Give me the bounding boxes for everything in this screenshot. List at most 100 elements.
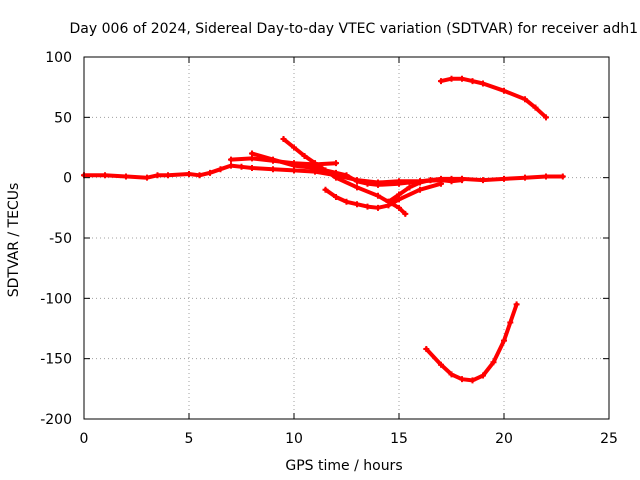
data-point [354, 178, 360, 185]
x-tick-label: 25 [600, 431, 618, 447]
data-point [291, 162, 297, 169]
data-point [469, 78, 476, 85]
data-point [322, 186, 329, 193]
data-point [228, 156, 234, 163]
series-line [323, 181, 443, 210]
data-point [280, 136, 287, 143]
series-line [82, 163, 565, 185]
data-point [438, 361, 444, 368]
series-line [424, 302, 519, 383]
x-axis-label: GPS time / hours [285, 458, 402, 474]
data-point [448, 75, 455, 82]
chart-title: Day 006 of 2024, Sidereal Day-to-day VTE… [70, 21, 638, 37]
series-layer [81, 75, 566, 384]
y-tick-label: 100 [45, 50, 72, 66]
data-point [207, 169, 213, 176]
ticks: 0 5 10 15 20 25 -200 -150 -100 -50 0 50 100 [40, 50, 618, 447]
data-point [507, 319, 514, 326]
y-tick-label: -200 [40, 412, 72, 428]
data-point [423, 346, 430, 353]
data-point [480, 372, 486, 379]
data-point [186, 171, 192, 178]
series-arc-d [322, 180, 444, 211]
data-point [543, 114, 549, 121]
data-point [291, 144, 297, 151]
data-point [522, 96, 528, 103]
data-point [559, 173, 566, 180]
data-point [459, 376, 465, 383]
data-point [343, 172, 350, 179]
y-tick-label: -50 [49, 231, 72, 247]
data-point [417, 186, 423, 193]
data-point [438, 177, 444, 184]
data-point [427, 177, 434, 184]
data-point [396, 204, 402, 211]
data-point [490, 359, 497, 366]
data-point [333, 174, 339, 181]
data-point [375, 192, 381, 199]
data-point [396, 180, 402, 187]
data-point [448, 371, 455, 378]
series-top-arc [438, 75, 549, 121]
x-tick-label: 0 [80, 431, 89, 447]
data-point [522, 174, 528, 181]
x-tick-label: 15 [390, 431, 408, 447]
data-point [364, 203, 371, 210]
data-point [385, 198, 392, 205]
grid [84, 57, 609, 419]
data-point [270, 166, 276, 173]
data-point [459, 177, 465, 184]
data-point [249, 150, 255, 157]
data-point [417, 179, 423, 186]
y-tick-label: -100 [40, 291, 72, 307]
series-bottom-arc [423, 301, 520, 384]
data-point [270, 156, 276, 163]
data-point [123, 173, 129, 180]
data-point [249, 165, 255, 172]
data-point [333, 193, 339, 200]
series-line [439, 76, 548, 120]
data-point [102, 172, 108, 179]
data-point [513, 301, 520, 308]
y-axis-label: SDTVAR / TECUs [6, 183, 22, 298]
series-baseline [81, 162, 566, 186]
data-point [501, 175, 507, 182]
plot-frame [83, 56, 610, 420]
data-point [480, 177, 486, 184]
x-tick-label: 20 [495, 431, 513, 447]
x-tick-label: 10 [285, 431, 303, 447]
data-point [196, 172, 203, 179]
y-tick-label: 0 [63, 171, 72, 187]
data-point [144, 174, 150, 181]
data-point [301, 152, 308, 159]
data-point [375, 204, 381, 211]
data-point [501, 87, 507, 94]
data-point [343, 198, 350, 205]
data-point [333, 160, 339, 167]
data-point [469, 377, 476, 384]
data-point [448, 178, 455, 185]
data-point [396, 191, 402, 198]
data-point [228, 162, 234, 169]
data-point [354, 201, 360, 208]
data-point [532, 104, 539, 111]
data-point [322, 167, 329, 174]
data-point [312, 160, 318, 167]
data-point [375, 181, 381, 188]
y-tick-label: -150 [40, 352, 72, 368]
data-point [165, 172, 171, 179]
series-arc-e [385, 177, 465, 205]
data-point [480, 80, 486, 87]
data-point [459, 75, 465, 82]
data-point [406, 184, 413, 191]
data-point [217, 166, 224, 173]
data-point [364, 180, 371, 187]
y-tick-label: 50 [54, 110, 72, 126]
data-point [402, 210, 409, 217]
x-tick-label: 5 [185, 431, 194, 447]
data-point [154, 172, 161, 179]
data-point [238, 163, 245, 170]
data-point [354, 184, 360, 191]
data-point [501, 337, 507, 344]
